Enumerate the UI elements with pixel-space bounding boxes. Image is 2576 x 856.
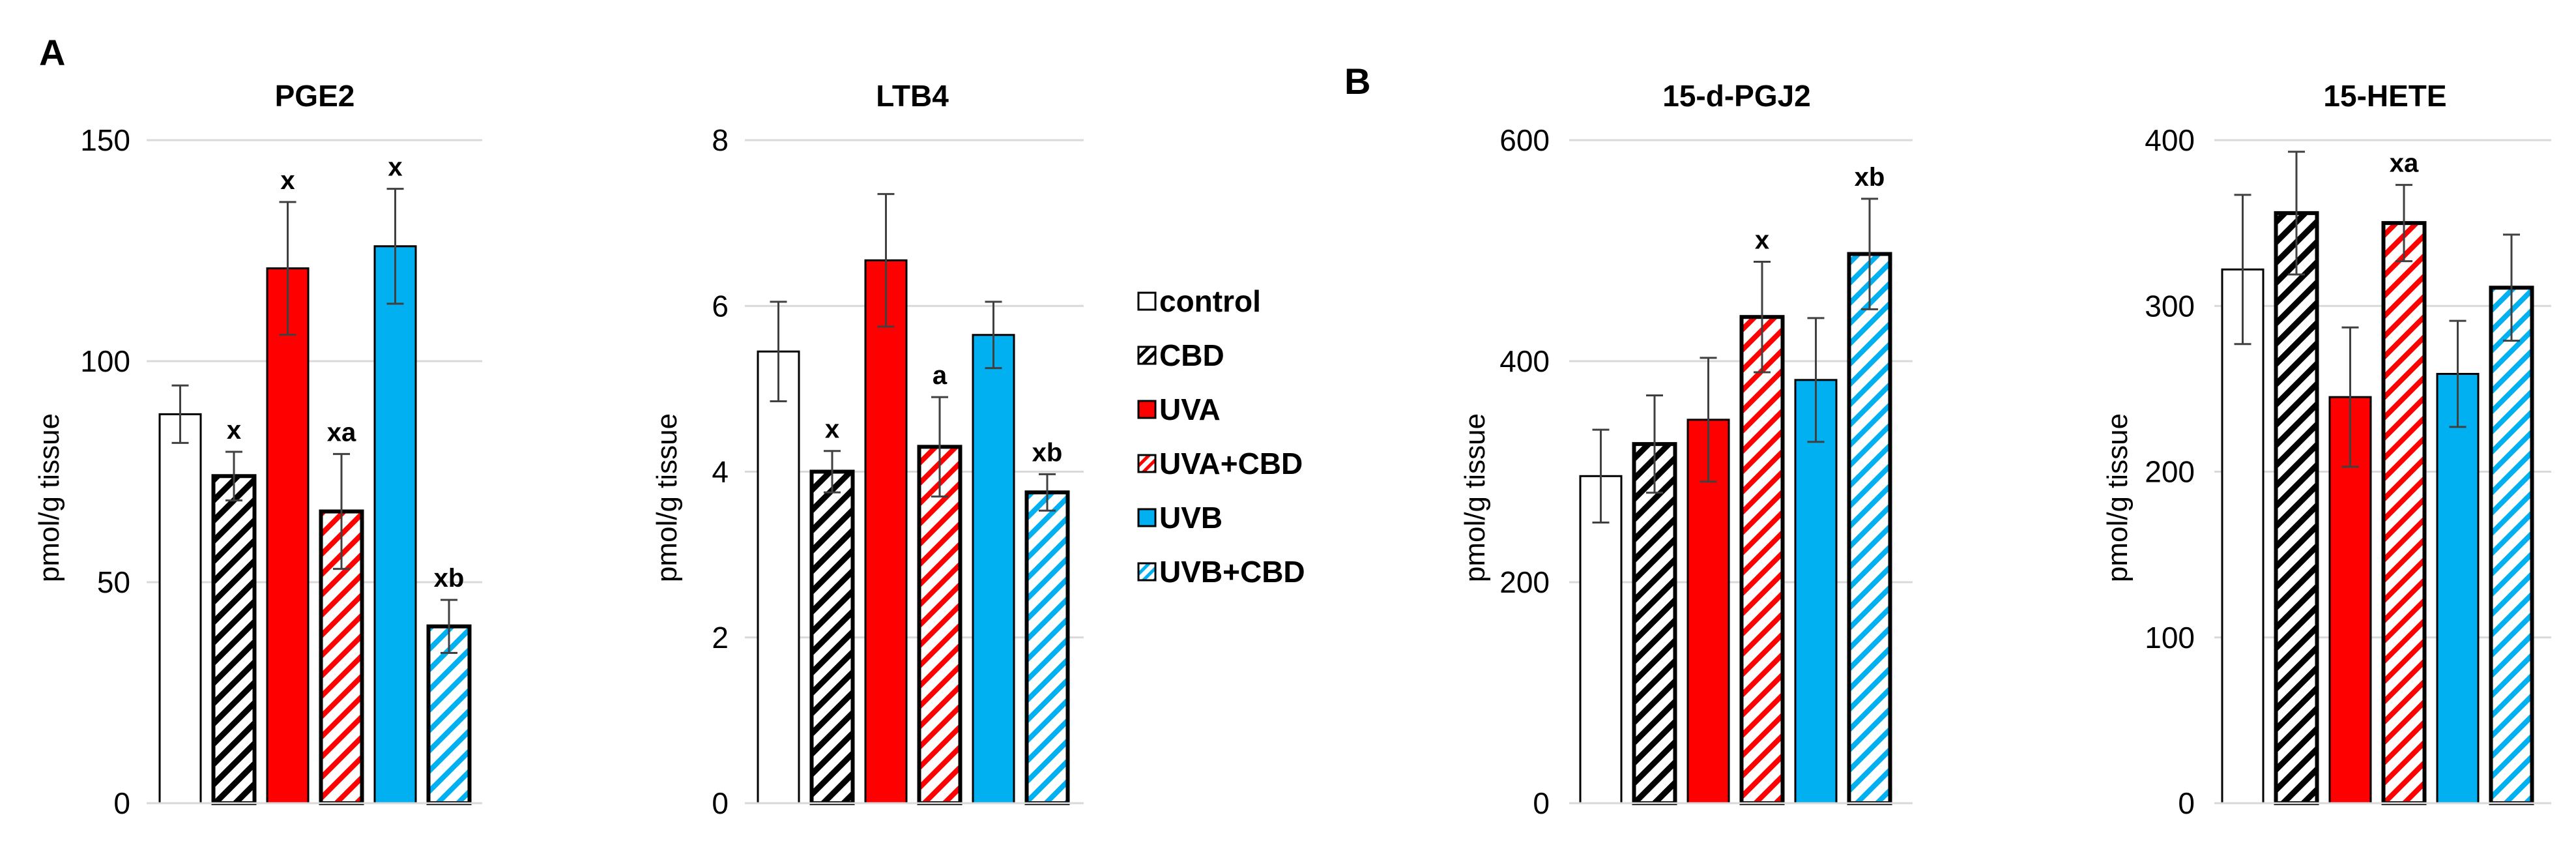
- legend-label: UVA: [1159, 392, 1221, 426]
- chart-title: PGE2: [275, 79, 355, 113]
- chart-title: 15-d-PGJ2: [1662, 79, 1811, 113]
- bar-uvb: [373, 245, 417, 804]
- panel-label-a: A: [39, 32, 66, 73]
- legend-swatch: [1137, 562, 1157, 581]
- significance-label: x: [280, 166, 295, 195]
- legend-item-uva-cbd: UVA+CBD: [1137, 436, 1305, 490]
- significance-label: xb: [434, 564, 465, 593]
- legend-swatch: [1137, 508, 1157, 527]
- y-tick-label: 100: [80, 344, 130, 378]
- legend-item-cbd: CBD: [1137, 328, 1305, 382]
- legend-item-control: control: [1137, 274, 1305, 328]
- bar-control: [757, 350, 800, 804]
- y-tick-label: 0: [113, 786, 130, 820]
- y-tick-label: 200: [2145, 455, 2195, 489]
- bar-cbd: [1632, 442, 1677, 805]
- legend-swatch: [1137, 291, 1157, 310]
- y-axis-label: pmol/g tissue: [2102, 413, 2134, 582]
- y-tick-label: 200: [1499, 565, 1550, 599]
- bar-cbd: [211, 474, 257, 806]
- significance-label: a: [933, 361, 948, 390]
- legend-label: control: [1159, 284, 1261, 318]
- y-tick-label: 100: [2145, 621, 2195, 655]
- significance-label: xb: [1032, 438, 1063, 467]
- y-tick-label: 2: [712, 621, 729, 655]
- bar-control: [158, 413, 202, 804]
- y-tick-label: 600: [1499, 123, 1550, 157]
- chart-15-hete: 0 100 200 300 400 15-HETE pmol/g tissue xa: [2102, 79, 2551, 820]
- bar-uva-cbd: [917, 445, 962, 805]
- y-tick-label: 8: [712, 123, 729, 157]
- y-axis-label: pmol/g tissue: [1459, 413, 1491, 582]
- bar-uvb: [972, 334, 1015, 804]
- significance-label: xb: [1855, 163, 1885, 192]
- bar-uvb-cbd: [1847, 252, 1892, 805]
- y-tick-label: 400: [1499, 344, 1550, 378]
- y-tick-label: 400: [2145, 123, 2195, 157]
- bar-cbd: [809, 469, 855, 805]
- panel-label-b: B: [1344, 61, 1371, 102]
- legend-item-uvb: UVB: [1137, 490, 1305, 544]
- chart-15-d-pgj2: 0 200 400 600 15-d-PGJ2 pmol/g tissue x xb: [1459, 79, 1913, 820]
- legend-swatch: [1137, 400, 1157, 419]
- significance-label: x: [227, 416, 241, 445]
- y-tick-label: 50: [97, 565, 130, 599]
- y-tick-label: 4: [712, 455, 729, 489]
- y-tick-label: 0: [712, 786, 729, 820]
- y-tick-label: 150: [80, 123, 130, 157]
- bar-uva: [266, 267, 310, 804]
- chart-pge2: 0 50 100 150 PGE2 pmol/g tissue x x xa x xb: [33, 79, 482, 820]
- significance-label: x: [1755, 226, 1769, 254]
- legend-swatch: [1137, 454, 1157, 473]
- bar-cbd: [2274, 211, 2319, 805]
- significance-label: xa: [2390, 149, 2419, 178]
- y-axis-label: pmol/g tissue: [33, 413, 65, 582]
- legend-label: UVA+CBD: [1159, 446, 1303, 480]
- significance-label: x: [825, 415, 839, 444]
- bar-uvb-cbd: [1024, 490, 1070, 805]
- significance-label: xa: [327, 418, 356, 447]
- y-axis-label: pmol/g tissue: [651, 413, 683, 582]
- y-tick-label: 300: [2145, 289, 2195, 323]
- significance-label: x: [388, 153, 402, 182]
- bar-uvb: [1794, 379, 1838, 804]
- bar-uvb-cbd: [2489, 286, 2534, 806]
- bar-uva: [864, 259, 908, 804]
- bar-uvb-cbd: [426, 624, 472, 805]
- bar-uva-cbd: [1739, 315, 1785, 805]
- legend-item-uvb-cbd: UVB+CBD: [1137, 544, 1305, 598]
- y-tick-label: 6: [712, 289, 729, 323]
- legend-item-uva: UVA: [1137, 382, 1305, 436]
- chart-legend: control CBD UVA UVA+CBD UVB UVB+CBD: [1137, 274, 1305, 598]
- y-tick-label: 0: [2178, 786, 2195, 820]
- legend-label: UVB: [1159, 500, 1223, 535]
- y-tick-label: 0: [1533, 786, 1550, 820]
- bar-uvb: [2436, 372, 2480, 804]
- bar-control: [2221, 268, 2265, 804]
- legend-swatch: [1137, 346, 1157, 364]
- bar-control: [1579, 475, 1623, 804]
- legend-label: CBD: [1159, 338, 1224, 372]
- bar-uva-cbd: [2381, 221, 2427, 805]
- chart-title: 15-HETE: [2323, 79, 2446, 113]
- chart-title: LTB4: [876, 79, 949, 113]
- chart-ltb4: 0 2 4 6 8 LTB4 pmol/g tissue x a xb: [651, 79, 1084, 820]
- legend-label: UVB+CBD: [1159, 554, 1305, 589]
